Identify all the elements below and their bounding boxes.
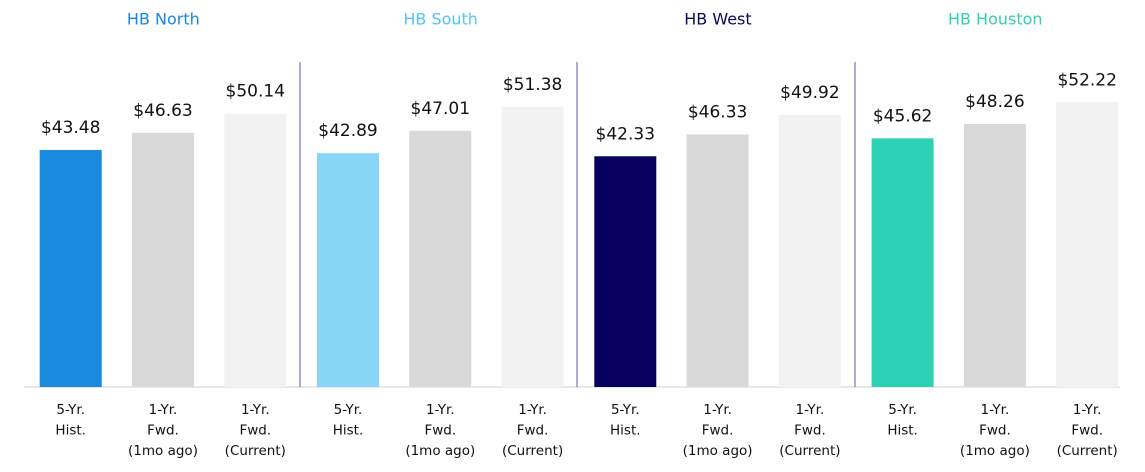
bar xyxy=(778,114,841,387)
value-label: $42.89 xyxy=(318,121,377,141)
value-label: $51.38 xyxy=(503,75,562,95)
x-tick-label: 1-Yr. xyxy=(518,402,547,418)
x-tick-label: 1-Yr. xyxy=(1073,402,1102,418)
panel-title: HB North xyxy=(127,10,200,29)
x-tick-label: 1-Yr. xyxy=(426,402,455,418)
x-tick-label: Hist. xyxy=(610,423,641,439)
x-tick-label: Fwd. xyxy=(979,423,1011,439)
x-tick-label: (1mo ago) xyxy=(128,443,198,459)
x-tick-label: 5-Yr. xyxy=(334,402,363,418)
x-tick-label: (Current) xyxy=(779,443,840,459)
bar xyxy=(39,150,102,387)
x-tick-label: 1-Yr. xyxy=(703,402,732,418)
bar xyxy=(871,138,934,387)
x-tick-label: 5-Yr. xyxy=(56,402,85,418)
value-label: $42.33 xyxy=(596,124,655,144)
value-label: $52.22 xyxy=(1057,70,1116,90)
x-tick-label: 1-Yr. xyxy=(149,402,178,418)
x-tick-label: Fwd. xyxy=(424,423,456,439)
panel-title: HB West xyxy=(684,10,751,29)
x-tick-label: Fwd. xyxy=(1071,423,1103,439)
x-tick-label: Fwd. xyxy=(517,423,549,439)
x-tick-label: (1mo ago) xyxy=(405,443,475,459)
x-tick-label: (Current) xyxy=(1057,443,1118,459)
bar xyxy=(132,132,194,387)
x-tick-label: Fwd. xyxy=(239,423,271,439)
bar xyxy=(317,153,379,387)
value-label: $47.01 xyxy=(411,99,470,119)
bar xyxy=(501,106,564,388)
x-tick-label: Hist. xyxy=(333,423,364,439)
bar xyxy=(963,123,1026,388)
bar xyxy=(224,113,287,387)
panel-title: HB Houston xyxy=(948,10,1043,29)
value-label: $48.26 xyxy=(965,92,1024,112)
value-label: $43.48 xyxy=(41,118,100,138)
x-tick-label: (Current) xyxy=(502,443,563,459)
value-label: $46.63 xyxy=(133,101,192,121)
x-tick-label: Fwd. xyxy=(794,423,826,439)
bar xyxy=(409,130,472,387)
x-tick-label: Fwd. xyxy=(702,423,734,439)
panel-title: HB South xyxy=(403,10,478,29)
bar xyxy=(1056,102,1119,387)
x-tick-label: 5-Yr. xyxy=(611,402,640,418)
x-tick-label: (1mo ago) xyxy=(960,443,1030,459)
x-tick-label: 1-Yr. xyxy=(241,402,270,418)
x-tick-label: Fwd. xyxy=(147,423,179,439)
x-tick-label: (1mo ago) xyxy=(683,443,753,459)
x-tick-label: Hist. xyxy=(55,423,86,439)
x-tick-label: 1-Yr. xyxy=(981,402,1010,418)
value-label: $45.62 xyxy=(873,106,932,126)
x-tick-label: 5-Yr. xyxy=(888,402,917,418)
value-label: $50.14 xyxy=(226,82,285,102)
x-tick-label: Hist. xyxy=(887,423,918,439)
value-label: $46.33 xyxy=(688,102,747,122)
bar xyxy=(594,156,657,387)
x-tick-label: (Current) xyxy=(225,443,286,459)
x-tick-label: 1-Yr. xyxy=(796,402,825,418)
value-label: $49.92 xyxy=(780,83,839,103)
bar xyxy=(686,134,749,387)
